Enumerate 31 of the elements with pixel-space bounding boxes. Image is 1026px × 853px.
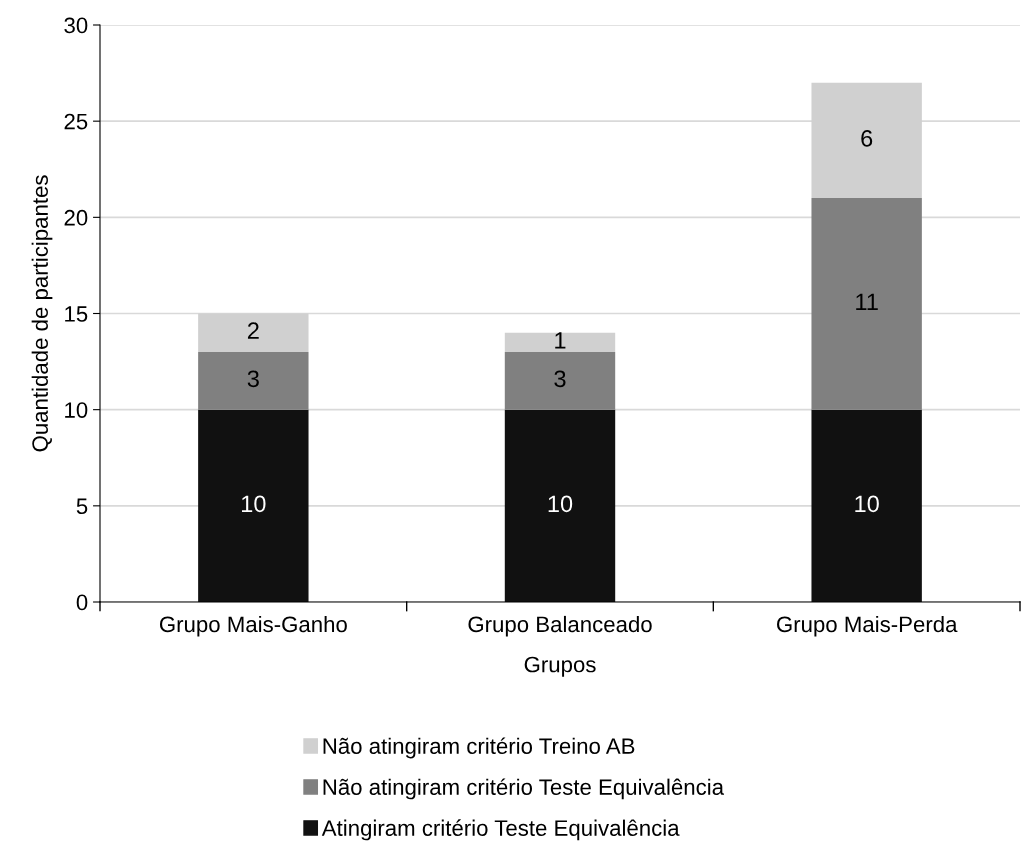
data-label: 3 bbox=[247, 370, 259, 388]
y-tick-label: 0 bbox=[76, 594, 88, 611]
y-tick-label: 5 bbox=[76, 498, 88, 515]
data-label: 10 bbox=[242, 495, 266, 513]
x-axis-title: Grupos bbox=[524, 656, 596, 677]
legend-label: Atingiram critério Teste Equivalência bbox=[321, 819, 680, 841]
data-label: 1 bbox=[555, 332, 566, 349]
bar bbox=[198, 351, 309, 410]
bar bbox=[504, 332, 616, 352]
legend-label: Não atingiram critério Teste Equivalência bbox=[323, 778, 725, 800]
bar bbox=[504, 409, 616, 602]
y-tick-label: 30 bbox=[64, 17, 88, 34]
y-tick-label: 10 bbox=[65, 402, 88, 418]
bar bbox=[811, 409, 922, 602]
data-label: 11 bbox=[856, 293, 878, 310]
data-label: 2 bbox=[247, 322, 259, 339]
y-tick-label: 20 bbox=[64, 209, 88, 226]
bar bbox=[811, 198, 922, 410]
data-label: 10 bbox=[855, 495, 879, 513]
x-tick-label: Grupo Mais-Ganho bbox=[159, 615, 347, 637]
y-tick-label: 15 bbox=[65, 306, 88, 322]
legend-label: Não atingiram critério Treino AB bbox=[323, 737, 635, 759]
data-label: 10 bbox=[548, 495, 573, 513]
data-label: 3 bbox=[554, 370, 566, 388]
bar bbox=[504, 351, 616, 410]
x-tick-label: Grupo Mais-Perda bbox=[777, 615, 958, 637]
y-axis-title: Quantidade de participantes bbox=[31, 175, 53, 452]
y-tick-label: 25 bbox=[64, 113, 88, 130]
x-tick-label: Grupo Balanceado bbox=[468, 615, 652, 637]
bar bbox=[198, 409, 309, 602]
data-label: 6 bbox=[861, 130, 873, 147]
